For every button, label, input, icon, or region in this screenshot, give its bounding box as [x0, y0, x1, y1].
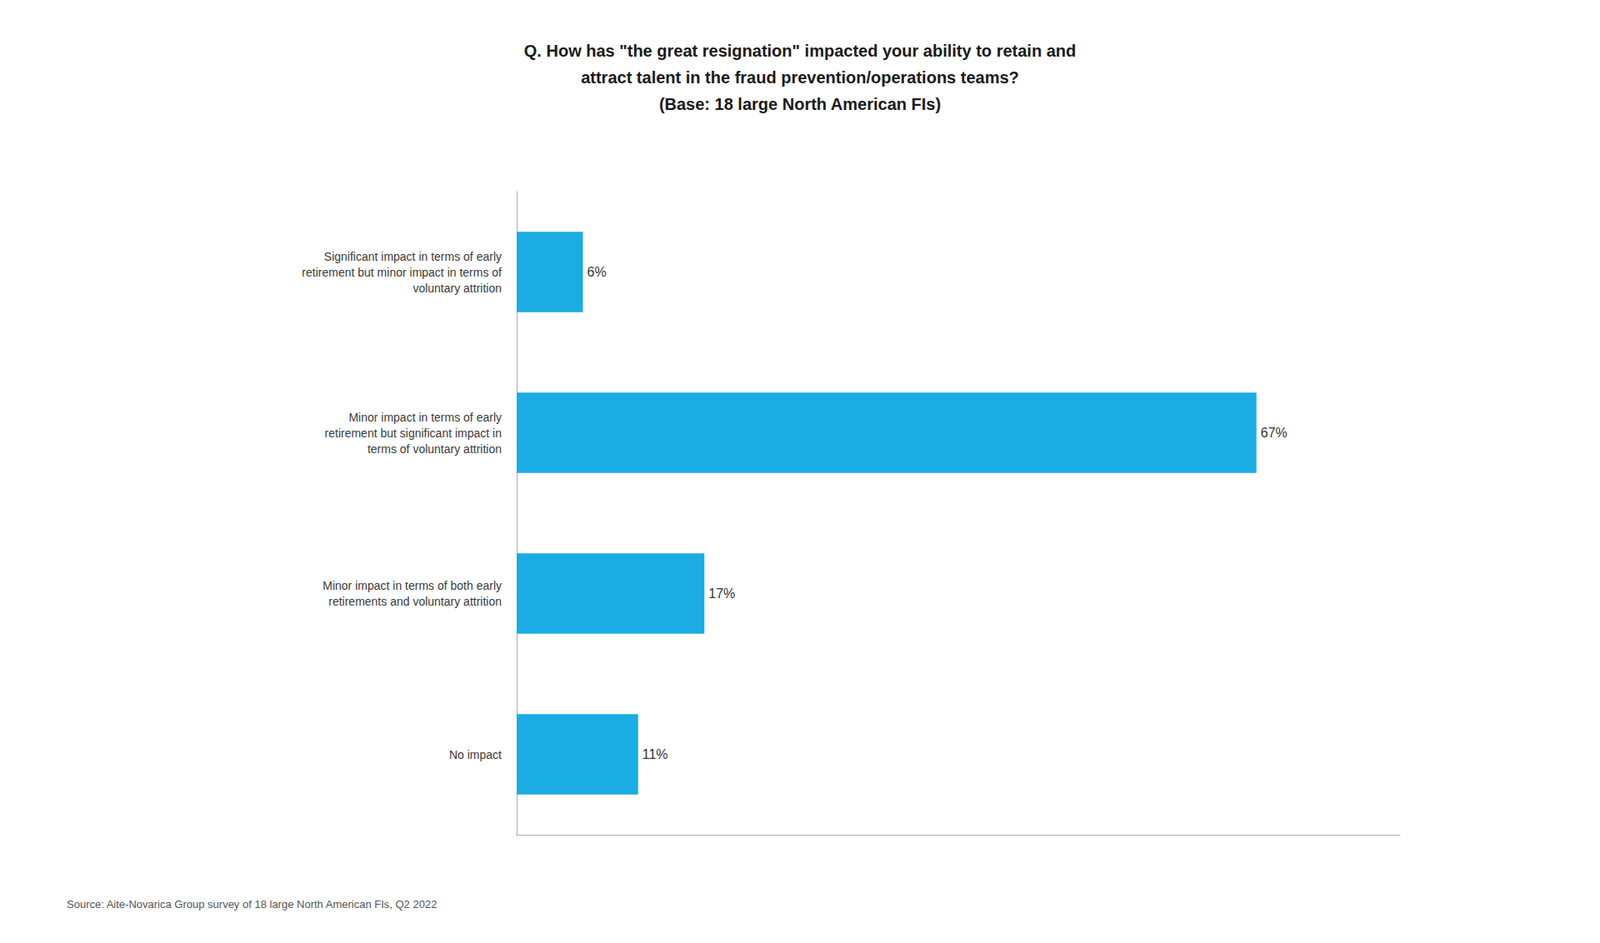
svg-text:retirement but minor impact in: retirement but minor impact in terms of [301, 265, 502, 280]
svg-text:(Base: 18 large North American: (Base: 18 large North American FIs) [659, 95, 941, 114]
svg-text:terms of voluntary attrition: terms of voluntary attrition [367, 442, 502, 456]
svg-text:67%: 67% [1260, 425, 1288, 440]
svg-text:Source: Aite-Novarica Group su: Source: Aite-Novarica Group survey of 18… [66, 898, 437, 911]
svg-text:voluntary attrition: voluntary attrition [412, 281, 502, 295]
svg-text:Significant impact in terms of: Significant impact in terms of early [324, 250, 502, 264]
svg-text:attract talent in the fraud pr: attract talent in the fraud prevention/o… [580, 68, 1020, 87]
svg-text:Minor impact in terms of both: Minor impact in terms of both early [322, 579, 502, 593]
svg-text:Minor impact in terms of early: Minor impact in terms of early [348, 410, 502, 425]
svg-text:11%: 11% [642, 747, 669, 762]
svg-text:Q. How has "the great resignat: Q. How has "the great resignation" impac… [524, 41, 1076, 60]
svg-text:6%: 6% [587, 265, 607, 280]
svg-text:17%: 17% [708, 586, 735, 601]
svg-text:No impact: No impact [449, 748, 502, 762]
svg-text:retirements and voluntary attr: retirements and voluntary attrition [328, 595, 502, 609]
svg-text:retirement but significant imp: retirement but significant impact in [325, 426, 502, 440]
